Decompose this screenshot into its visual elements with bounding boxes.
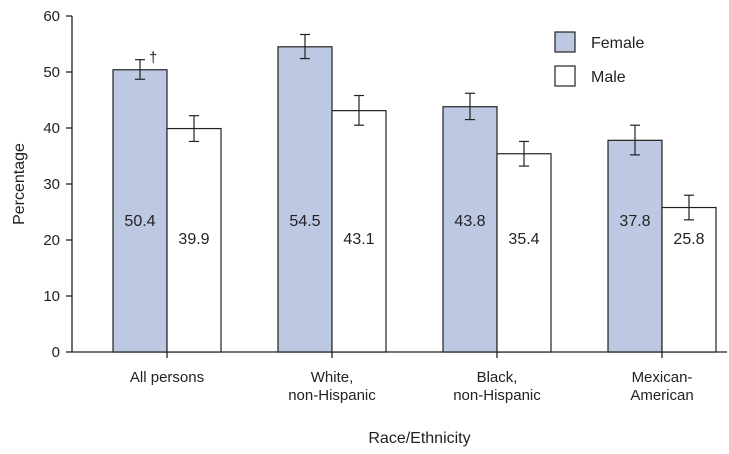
bar-female bbox=[112, 69, 168, 353]
bar-male bbox=[496, 153, 552, 353]
x-tick-label: All persons bbox=[130, 369, 204, 386]
x-axis-title: Race/Ethnicity bbox=[368, 430, 470, 447]
y-tick-label: 50 bbox=[43, 64, 60, 81]
legend-label: Male bbox=[591, 69, 626, 86]
legend-swatch-female bbox=[554, 31, 576, 53]
legend-swatch-male bbox=[554, 65, 576, 87]
y-tick-label: 60 bbox=[43, 8, 60, 25]
data-label: 25.8 bbox=[673, 231, 704, 248]
data-label: 50.4 bbox=[124, 213, 155, 230]
y-tick-label: 0 bbox=[52, 344, 60, 361]
legend-label: Female bbox=[591, 35, 644, 52]
bar-male bbox=[661, 206, 717, 353]
data-label: 43.8 bbox=[454, 213, 485, 230]
y-tick-label: 40 bbox=[43, 120, 60, 137]
data-label: 54.5 bbox=[289, 213, 320, 230]
y-tick-label: 10 bbox=[43, 288, 60, 305]
data-label: 43.1 bbox=[343, 231, 374, 248]
x-tick-label-line: All persons bbox=[130, 369, 204, 386]
bar-female bbox=[277, 46, 333, 353]
x-tick-label-line: American bbox=[630, 387, 693, 404]
y-tick-label: 30 bbox=[43, 176, 60, 193]
x-tick-label: White, non-Hispanic bbox=[288, 369, 376, 404]
bar-male bbox=[331, 110, 387, 353]
data-label: 39.9 bbox=[178, 231, 209, 248]
x-tick-label: Mexican-American bbox=[630, 369, 693, 404]
x-tick-label-line: non-Hispanic bbox=[288, 387, 376, 404]
x-tick-label-line: Black, bbox=[477, 369, 518, 386]
data-label: 35.4 bbox=[508, 231, 539, 248]
bar-female bbox=[607, 139, 663, 353]
annotation-dagger: † bbox=[149, 50, 157, 67]
x-tick-label-line: non-Hispanic bbox=[453, 387, 541, 404]
x-tick-label: Black, non-Hispanic bbox=[453, 369, 541, 404]
x-tick-label-line: Mexican- bbox=[632, 369, 693, 386]
y-axis-title: Percentage bbox=[11, 143, 28, 225]
y-tick-label: 20 bbox=[43, 232, 60, 249]
bar-male bbox=[166, 127, 222, 353]
data-label: 37.8 bbox=[619, 213, 650, 230]
x-tick-label-line: White, bbox=[311, 369, 354, 386]
